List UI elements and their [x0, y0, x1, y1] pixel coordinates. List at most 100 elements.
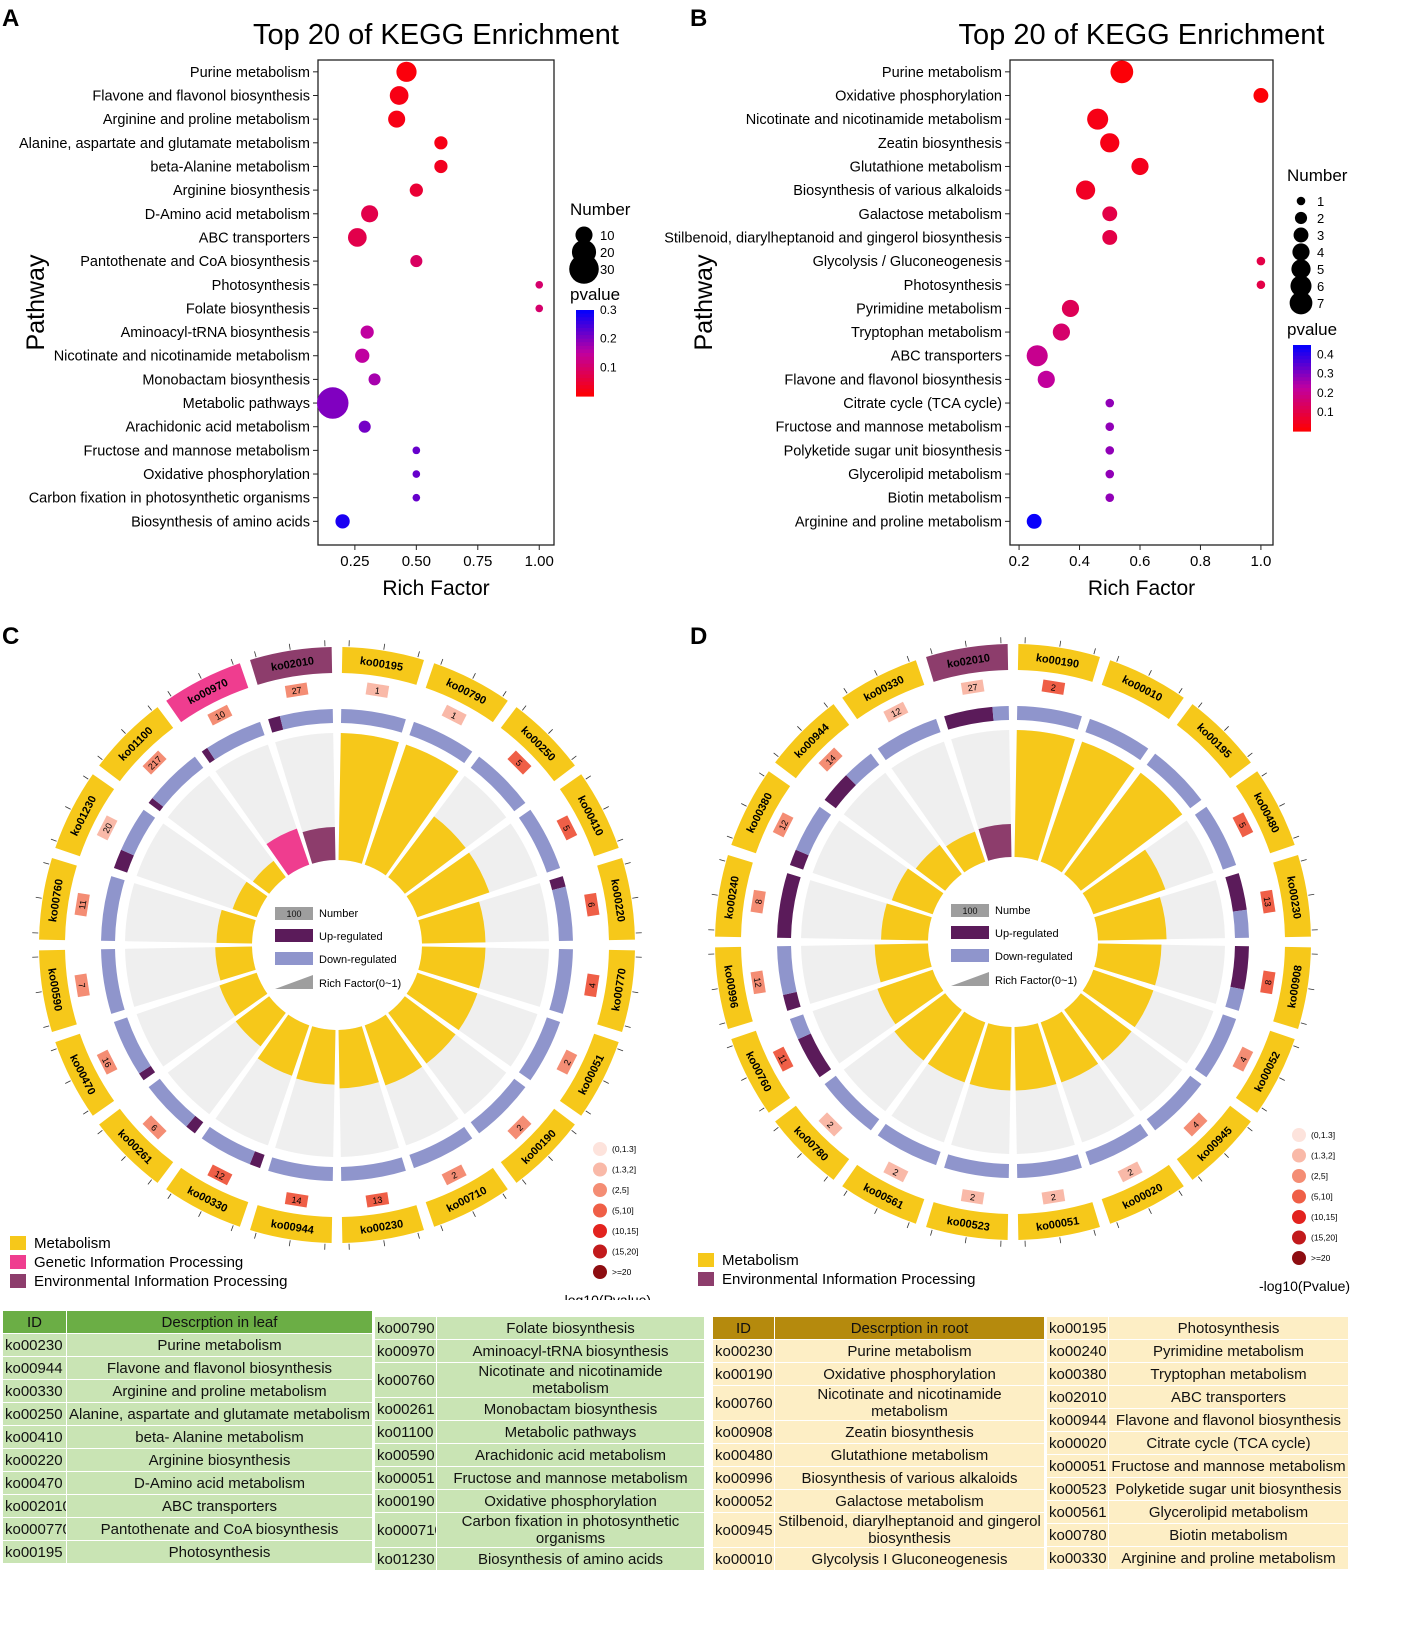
up-regulated-bar [186, 1115, 204, 1134]
size-legend-dot [1294, 211, 1308, 225]
cell-description: Zeatin biosynthesis [774, 1420, 1045, 1444]
pvalue-legend-label: 0.3 [1317, 367, 1334, 381]
number-label: 4 [1190, 1119, 1201, 1130]
scale-tick [97, 755, 103, 760]
table-row: ko00230 Purine metabolism [2, 1333, 373, 1357]
size-legend-title: Number [570, 200, 631, 219]
number-label: 14 [824, 753, 838, 767]
pvalue-legend-label: (15,20] [612, 1247, 638, 1257]
pvalue-colorbar-segment [576, 331, 594, 336]
data-point [1075, 180, 1096, 200]
legend-number-box: 100 [962, 906, 977, 916]
scale-tick [726, 1045, 733, 1049]
pvalue-colorbar-segment [576, 324, 594, 329]
down-regulated-bar [877, 1123, 941, 1166]
scale-tick [1148, 1208, 1152, 1214]
scale-tick [1308, 988, 1315, 991]
pvalue-box [207, 1164, 233, 1186]
pvalue-colorbar-segment [576, 335, 594, 340]
category-segment [1017, 1202, 1100, 1240]
cell-description: Stilbenoid, diarylheptanoid and gingerol… [774, 1512, 1045, 1548]
rich-factor-bar [406, 852, 490, 918]
pvalue-colorbar-segment [576, 388, 594, 394]
scale-tick [121, 729, 126, 734]
pvalue-box [750, 889, 766, 914]
cell-id: ko00195 [1046, 1316, 1109, 1340]
pvalue-box [96, 1049, 118, 1075]
y-axis-label: Pathway [22, 254, 50, 350]
down-regulated-bar [552, 886, 573, 942]
size-legend-label: 5 [1317, 262, 1324, 277]
data-point [1102, 229, 1118, 245]
pvalue-box [818, 1112, 843, 1137]
scale-tick [1059, 1237, 1062, 1244]
scale-tick [759, 1107, 765, 1112]
table-row: ko00944 Flavone and flavonol biosynthesis [1046, 1408, 1349, 1432]
table-row: ko00996 Biosynthesis of various alkaloids [712, 1466, 1045, 1490]
rich-factor-track [136, 823, 268, 918]
pvalue-box [507, 1115, 532, 1140]
category-segment [341, 647, 424, 685]
root-table-left: ID Descrption in root ko00230 Purine metabo… [712, 1316, 1045, 1571]
x-tick-label: 0.75 [463, 553, 492, 570]
down-regulated-bar [1085, 1123, 1149, 1166]
y-tick-label: Polyketide sugar unit biosynthesis [784, 443, 1002, 459]
scale-tick [759, 772, 765, 777]
down-regulated-bar [148, 1078, 196, 1127]
data-point [1102, 206, 1118, 222]
pvalue-box [1117, 1161, 1143, 1183]
y-tick-label: Nicotinate and nicotinamide metabolism [746, 112, 1002, 128]
data-point [355, 348, 370, 363]
category-segment [1017, 644, 1100, 682]
x-tick-label: 0.50 [402, 553, 431, 570]
down-regulated-bar [470, 756, 526, 812]
table-row: ko00220 Arginine biosynthesis [2, 1448, 373, 1472]
x-axis-label: Rich Factor [1088, 577, 1195, 600]
legend-number-box: 100 [286, 909, 301, 919]
number-label: 12 [777, 818, 790, 831]
table-row: ko00944 Flavone and flavonol biosynthesis [2, 1356, 373, 1380]
cell-description: Citrate cycle (TCA cycle) [1108, 1431, 1349, 1455]
rich-factor-bar [418, 901, 486, 944]
data-point [361, 205, 379, 223]
size-legend-dot [1296, 196, 1306, 206]
cell-description: Alanine, aspartate and glutamate metabol… [66, 1402, 373, 1426]
data-point [1105, 493, 1115, 502]
pvalue-legend-label: (5,10] [612, 1206, 634, 1216]
number-label: 2 [825, 1119, 836, 1130]
pvalue-box [365, 1192, 390, 1208]
cell-id: ko00250 [2, 1402, 67, 1426]
number-label: 12 [752, 977, 763, 988]
up-regulated-bar [777, 873, 801, 939]
pvalue-box [74, 973, 90, 998]
pvalue-legend-label: 0.2 [600, 332, 617, 346]
pvalue-legend-title: pvalue [1287, 320, 1337, 339]
cell-id: ko00790 [374, 1316, 437, 1340]
cell-description: Flavone and flavonol biosynthesis [66, 1356, 373, 1380]
scale-tick [472, 1211, 476, 1217]
data-point [358, 420, 371, 433]
cell-description: Nicotinate and nicotinamide metabolism [436, 1362, 705, 1398]
cell-id: ko00590 [374, 1443, 437, 1467]
rich-factor-bar [877, 969, 944, 1025]
pvalue-colorbar-segment [1293, 366, 1311, 371]
table-row: ko00195 Photosynthesis [1046, 1316, 1349, 1340]
legend-number-label: Number [319, 908, 358, 920]
category-segment [166, 1167, 249, 1227]
pvalue-legend-label: (10,15] [612, 1226, 638, 1236]
scale-tick [97, 1130, 103, 1135]
pvalue-colorbar-segment [576, 381, 594, 386]
data-point [388, 110, 406, 128]
table-row: ko00523 Polyketide sugar unit biosynthesi… [1046, 1477, 1349, 1501]
scale-tick [617, 1048, 624, 1052]
cell-description: Biotin metabolism [1108, 1523, 1349, 1547]
table-row: ko00230 Purine metabolism [712, 1339, 1045, 1363]
cell-description: Purine metabolism [774, 1339, 1045, 1363]
category-segment [1101, 1164, 1184, 1224]
pvalue-box [441, 1164, 467, 1186]
number-label: 11 [776, 1053, 789, 1066]
panel-label-a: A [2, 5, 19, 32]
down-regulated-bar [549, 948, 573, 1014]
scale-tick [843, 688, 848, 694]
cell-id: ko00010 [712, 1547, 775, 1571]
